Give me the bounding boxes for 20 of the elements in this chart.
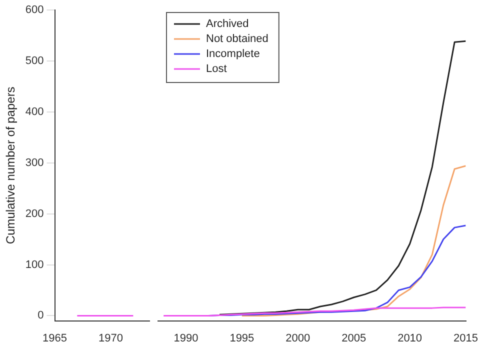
y-tick-label: 200 <box>25 208 44 220</box>
legend-label: Not obtained <box>206 33 268 46</box>
y-tick-label: 600 <box>25 4 44 16</box>
y-tick-label: 100 <box>25 258 44 271</box>
legend-label: Incomplete <box>206 48 260 60</box>
y-tick-label: 500 <box>25 54 44 67</box>
y-tick-label: 300 <box>25 156 44 169</box>
x-tick-label: 2000 <box>286 332 310 344</box>
x-tick-label: 1990 <box>174 332 198 344</box>
x-tick-label: 2010 <box>398 332 422 344</box>
x-tick-label: 2015 <box>454 332 478 344</box>
x-tick-label: 1970 <box>98 332 124 344</box>
y-axis-title: Cumulative number of papers <box>4 86 18 244</box>
x-tick-label: 1965 <box>42 332 67 344</box>
x-tick-label: 1995 <box>230 332 254 344</box>
legend-label: Lost <box>206 63 227 76</box>
legend-label: Archived <box>206 18 249 30</box>
y-tick-label: 0 <box>38 310 44 322</box>
x-tick-label: 2005 <box>342 332 366 344</box>
y-tick-label: 400 <box>25 106 44 118</box>
